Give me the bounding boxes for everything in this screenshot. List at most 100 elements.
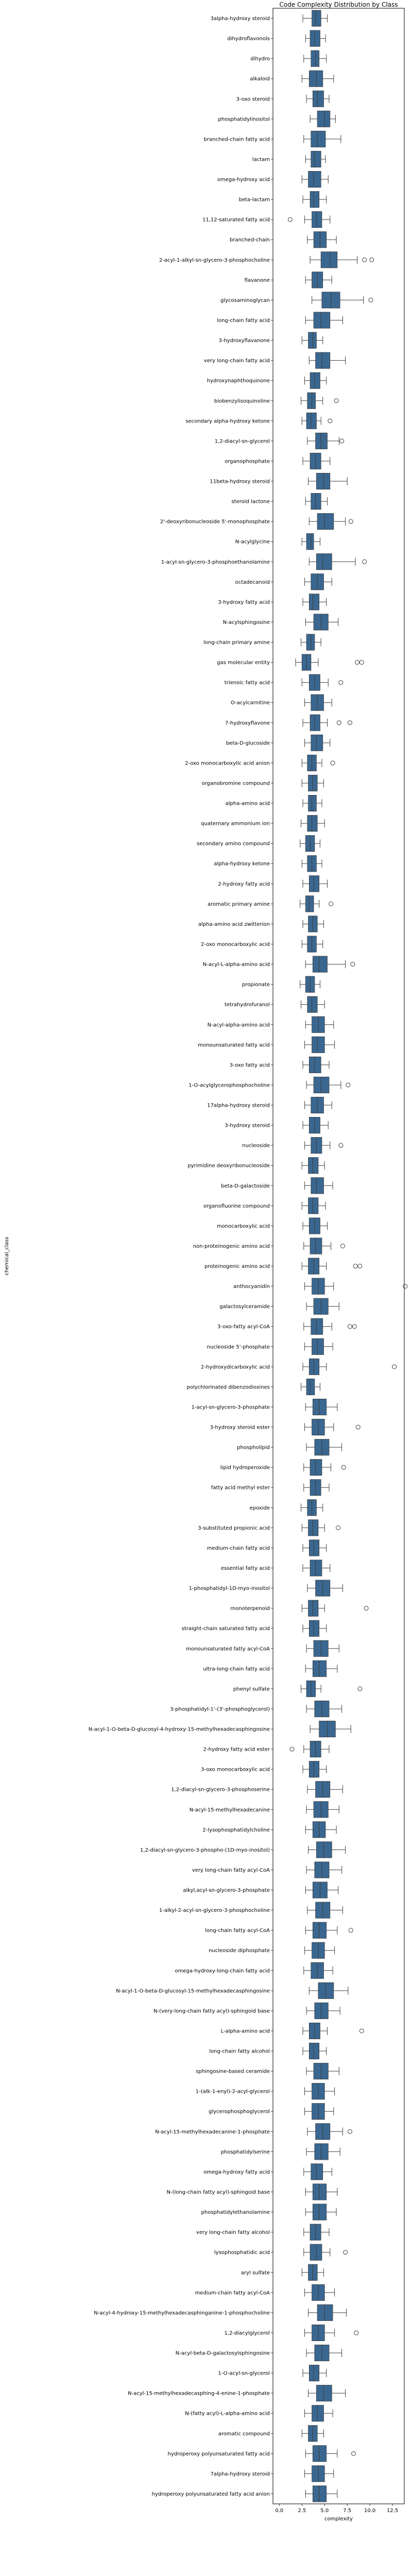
box-body bbox=[306, 1378, 315, 1395]
y-tick-label: beta-D-glucoside bbox=[226, 740, 270, 746]
box-5 bbox=[310, 110, 336, 127]
box-14 bbox=[312, 292, 364, 309]
y-tick-label: proteinogenic amino acid bbox=[204, 1264, 270, 1269]
box-body bbox=[312, 211, 322, 228]
y-tick-label: L-alpha-amino acid bbox=[221, 2028, 270, 2034]
box-body bbox=[312, 1338, 324, 1355]
box-88 bbox=[307, 1781, 343, 1798]
box-body bbox=[316, 2385, 332, 2402]
y-tick-label: galactosylceramide bbox=[219, 1304, 270, 1310]
chart-title: Code Complexity Distribution by Class bbox=[279, 1, 398, 8]
box-112 bbox=[301, 2264, 324, 2281]
box-75 bbox=[301, 1519, 325, 1536]
box-67 bbox=[302, 1358, 327, 1375]
y-tick-label: 3-oxo monocarboxylic acid bbox=[201, 1767, 270, 1773]
box-11 bbox=[307, 231, 337, 248]
box-62 bbox=[301, 1258, 327, 1275]
y-tick-label: fatty acid methyl ester bbox=[211, 1485, 270, 1491]
outlier-point bbox=[364, 1606, 369, 1611]
y-tick-label: dihydro bbox=[250, 56, 270, 62]
box-120 bbox=[301, 2425, 324, 2442]
box-body bbox=[308, 1056, 321, 1073]
box-34 bbox=[304, 694, 332, 711]
box-10 bbox=[304, 211, 331, 228]
box-body bbox=[315, 432, 328, 449]
box-body bbox=[316, 553, 332, 570]
outlier-point bbox=[357, 1686, 363, 1691]
y-tick-label: 3-hydroxyflavanone bbox=[218, 338, 270, 344]
box-body bbox=[312, 1922, 327, 1939]
box-66 bbox=[304, 1338, 333, 1355]
y-tick-label: alkyl,acyl-sn-glycero-3-phosphate bbox=[183, 1888, 270, 1893]
box-89 bbox=[306, 1801, 339, 1818]
box-body bbox=[310, 1238, 322, 1255]
outlier-point bbox=[347, 720, 352, 725]
y-tick-label: 11,12-saturated fatty acid bbox=[202, 217, 270, 223]
box-47 bbox=[305, 956, 346, 973]
box-74 bbox=[301, 1499, 323, 1516]
box-107 bbox=[303, 2163, 332, 2180]
box-49 bbox=[301, 996, 325, 1013]
box-body bbox=[306, 533, 314, 550]
outlier-point bbox=[336, 1525, 341, 1530]
box-0 bbox=[302, 10, 328, 27]
y-tick-label: alpha-amino acid zwitterion bbox=[198, 922, 270, 927]
y-tick-label: secondary alpha-hydroxy ketone bbox=[185, 418, 270, 424]
box-body bbox=[307, 392, 316, 409]
box-23 bbox=[308, 472, 348, 490]
y-tick-label: branched-chain fatty acid bbox=[204, 137, 270, 142]
y-tick-label: medium-chain fatty acyl-CoA bbox=[195, 2290, 270, 2296]
outlier-point bbox=[341, 1465, 346, 1470]
box-4 bbox=[306, 90, 330, 107]
y-tick-label: 1-(alk-1-enyl)-2-acyl-glycerol bbox=[196, 2089, 270, 2095]
box-body bbox=[308, 1539, 320, 1556]
outlier-point bbox=[362, 257, 367, 262]
box-body bbox=[317, 2304, 333, 2321]
outlier-point bbox=[350, 962, 355, 967]
box-114 bbox=[308, 2304, 347, 2321]
y-tick-label: 2'-deoxyribonucleoside 5'-monophosphate bbox=[160, 519, 270, 525]
box-body bbox=[312, 1660, 327, 1677]
y-tick-label: secondary amino compound bbox=[197, 841, 270, 847]
box-105 bbox=[307, 2123, 343, 2140]
box-body bbox=[308, 875, 320, 892]
y-tick-label: 1-acyl-sn-glycero-3-phosphate bbox=[192, 1404, 270, 1410]
box-46 bbox=[301, 936, 323, 953]
box-93 bbox=[305, 1882, 339, 1899]
box-122 bbox=[304, 2465, 334, 2482]
box-17 bbox=[308, 352, 346, 369]
y-tick-label: aromatic compound bbox=[218, 2431, 270, 2437]
y-tick-label: glycerophosphoglycerol bbox=[209, 2109, 270, 2115]
box-121 bbox=[305, 2445, 338, 2462]
y-tick-label: hydroperoxy polyunsaturated fatty acid a… bbox=[152, 2492, 270, 2497]
y-tick-label: 2-hydroxy fatty acid ester bbox=[203, 1747, 270, 1753]
box-body bbox=[307, 815, 318, 832]
outlier-point bbox=[346, 1082, 351, 1088]
y-tick-label: beta-D-galactoside bbox=[221, 1183, 270, 1189]
box-79 bbox=[301, 1600, 325, 1617]
box-55 bbox=[302, 1117, 329, 1134]
box-body bbox=[305, 895, 314, 912]
box-69 bbox=[305, 1398, 338, 1416]
outlier-point bbox=[362, 559, 367, 564]
x-axis-tick-labels: 0.0 2.5 5.0 7.5 10.0 12.5 bbox=[275, 2504, 398, 2514]
box-body bbox=[311, 150, 321, 168]
box-71 bbox=[306, 1439, 342, 1456]
box-123 bbox=[305, 2485, 338, 2502]
y-tick-label: polychlorinated dibenzodioxines bbox=[186, 1384, 270, 1390]
box-70 bbox=[304, 1419, 334, 1436]
outlier-point bbox=[355, 660, 360, 665]
y-tick-label: lipid hydroperoxide bbox=[220, 1465, 270, 1471]
outlier-point bbox=[355, 1425, 360, 1430]
box-body bbox=[308, 1197, 319, 1214]
y-tick-label: biobenzylisoquinoline bbox=[214, 398, 270, 404]
box-body bbox=[306, 412, 317, 429]
y-tick-label: anthocyanidin bbox=[233, 1284, 270, 1290]
outlier-point bbox=[334, 398, 339, 403]
y-tick-label: nucleoside bbox=[242, 1143, 270, 1149]
box-83 bbox=[301, 1680, 321, 1697]
box-116 bbox=[306, 2344, 342, 2362]
box-73 bbox=[303, 1479, 330, 1496]
outlier-point bbox=[368, 297, 373, 302]
